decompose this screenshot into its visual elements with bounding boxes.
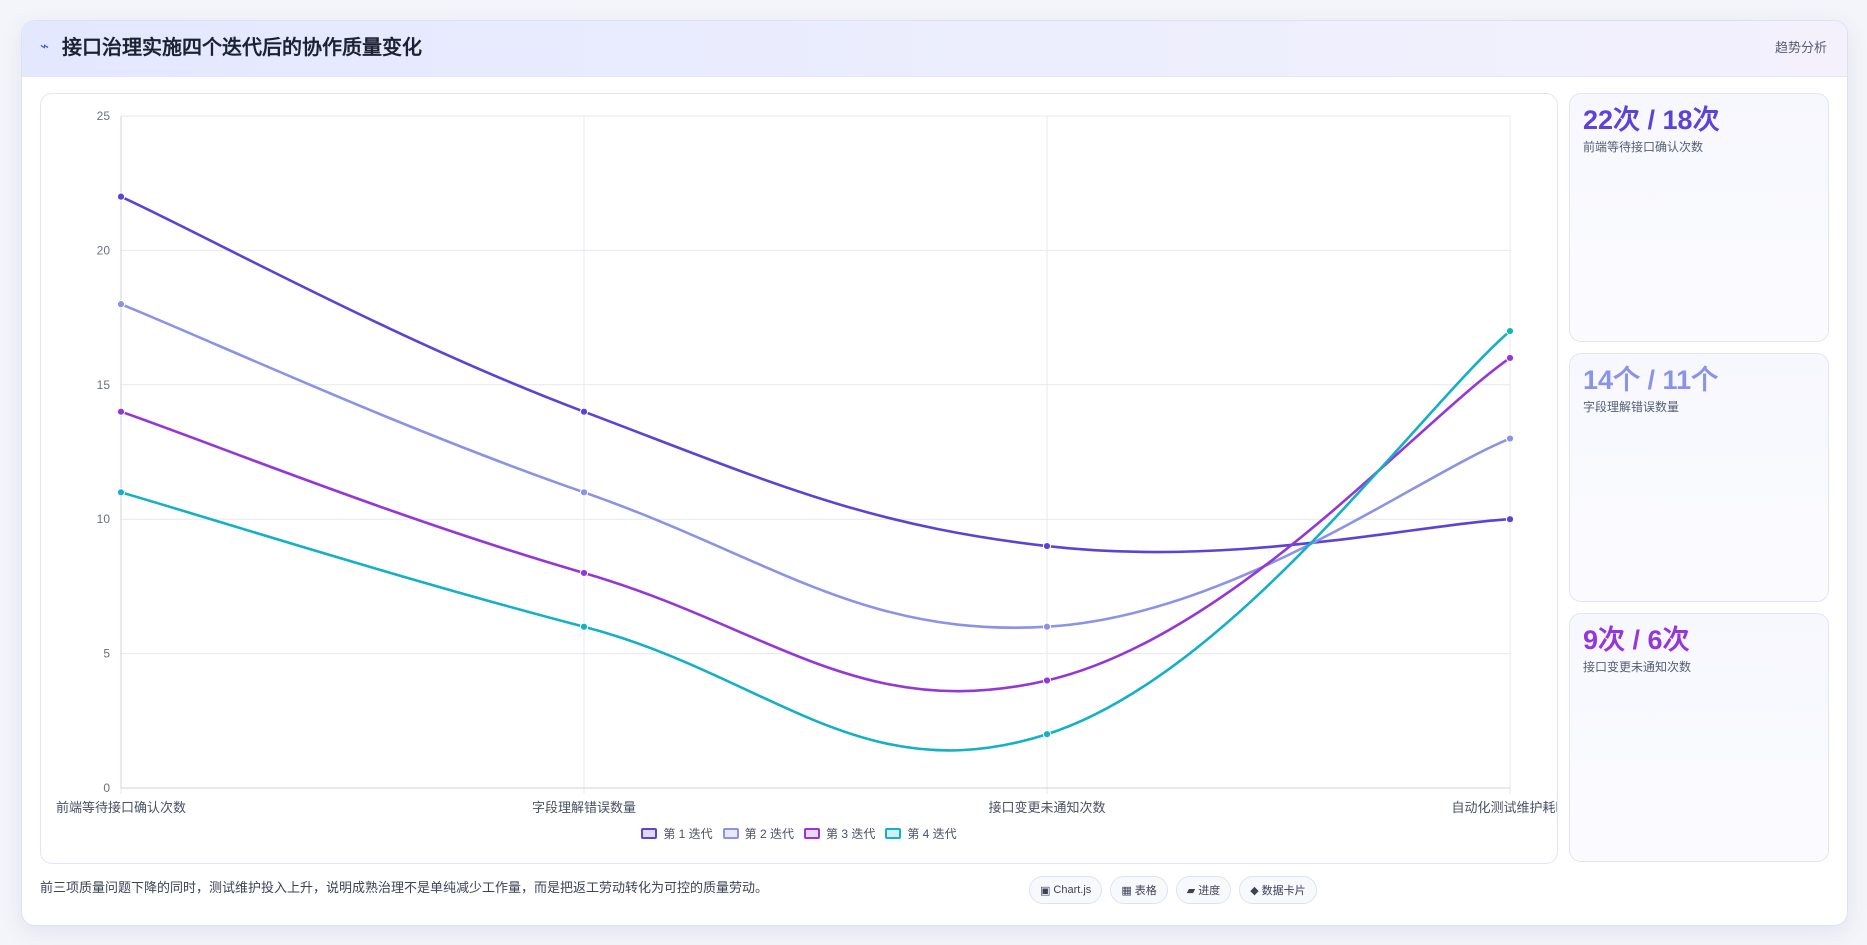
x-tick-label: 前端等待接口确认次数: [56, 800, 186, 815]
y-tick-label: 5: [103, 647, 110, 661]
analysis-type-tag: 趋势分析: [1774, 40, 1827, 55]
legend-item-1[interactable]: 第 1 迭代: [641, 824, 713, 842]
main-card: ⌁ 接口治理实施四个迭代后的协作质量变化 趋势分析 0 5 10 15 20 25 前端等待…: [21, 20, 1848, 926]
stat-card-3: 9次 / 6次 接口变更未通知次数: [1569, 613, 1829, 862]
legend-label: 第 4 迭代: [907, 826, 957, 841]
data-point-series-2: [1042, 622, 1052, 631]
chip-progress[interactable]: ▰ 进度: [1175, 876, 1232, 904]
legend-swatch: [804, 827, 820, 839]
y-tick-label: 0: [103, 781, 110, 795]
data-point-series-1: [116, 192, 126, 201]
page-title: 接口治理实施四个迭代后的协作质量变化: [62, 37, 422, 59]
chart-footnote: 前三项质量问题下降的同时，测试维护投入上升，说明成熟治理不是单纯减少工作量，而是…: [40, 880, 769, 895]
stat-label: 接口变更未通知次数: [1583, 660, 1692, 674]
legend-label: 第 2 迭代: [744, 826, 794, 841]
x-tick-label: 字段理解错误数量: [532, 800, 636, 815]
diamond-icon: ◆: [1250, 884, 1259, 897]
stat-label: 前端等待接口确认次数: [1583, 140, 1704, 154]
progress-icon: ▰: [1186, 884, 1196, 897]
data-point-series-4: [1505, 326, 1515, 336]
legend-item-2[interactable]: 第 2 迭代: [722, 824, 794, 842]
x-tick-label: 自动化测试维护耗时: [1451, 800, 1557, 815]
stat-value: 9次 / 6次: [1583, 625, 1690, 655]
data-point-series-2: [1505, 434, 1515, 443]
card-header: ⌁ 接口治理实施四个迭代后的协作质量变化 趋势分析: [22, 21, 1847, 77]
table-icon: ▦: [1121, 884, 1132, 897]
line-chart: 0 5 10 15 20 25 前端等待接口确认次数 字段理解错误数量 接口变更未通知次数 自动化…: [56, 109, 1557, 815]
chip-label: 进度: [1198, 885, 1221, 897]
data-point-series-4: [1042, 730, 1052, 739]
view-chip-group: ▣ Chart.js ▦ 表格 ▰ 进度 ◆ 数据卡片: [1029, 876, 1317, 904]
legend-swatch: [641, 827, 658, 839]
chart-icon: ▣: [1040, 884, 1051, 897]
legend-swatch: [885, 827, 902, 839]
legend-swatch: [722, 827, 739, 839]
series-line-3: [120, 356, 1511, 693]
data-point-series-1: [1505, 515, 1515, 524]
legend-item-3[interactable]: 第 3 迭代: [804, 824, 875, 842]
chart-legend: 第 1 迭代 第 2 迭代 第 3 迭代 第 4 迭代: [41, 824, 1557, 842]
chip-label: 数据卡片: [1261, 885, 1306, 897]
y-tick-label: 20: [97, 243, 111, 257]
stat-value: 22次 / 18次: [1583, 105, 1720, 135]
chip-chartjs[interactable]: ▣ Chart.js: [1029, 876, 1103, 904]
series-line-4: [120, 330, 1511, 752]
data-point-series-3: [579, 568, 589, 578]
data-point-series-1: [1042, 541, 1052, 551]
y-tick-label: 15: [97, 378, 111, 392]
series-line-2: [120, 302, 1511, 629]
chip-label: 表格: [1134, 885, 1157, 897]
chart-panel: 0 5 10 15 20 25 前端等待接口确认次数 字段理解错误数量 接口变更未通知次数 自动化…: [40, 93, 1558, 864]
data-point-series-4: [579, 622, 589, 631]
data-point-series-4: [116, 488, 126, 497]
data-point-series-3: [116, 407, 126, 416]
trend-icon: ⌁: [40, 38, 50, 55]
data-point-series-2: [579, 488, 589, 497]
legend-item-4[interactable]: 第 4 迭代: [885, 824, 957, 842]
stat-value: 14个 / 11个: [1583, 365, 1719, 395]
data-point-series-1: [579, 407, 589, 416]
data-point-series-3: [1505, 353, 1515, 363]
stat-card-1: 22次 / 18次 前端等待接口确认次数: [1569, 93, 1829, 342]
legend-label: 第 3 迭代: [826, 826, 876, 841]
chip-table[interactable]: ▦ 表格: [1110, 876, 1168, 904]
data-point-series-3: [1042, 676, 1052, 685]
y-tick-label: 10: [97, 512, 111, 526]
chip-label: Chart.js: [1053, 884, 1092, 896]
series-line-1: [120, 195, 1511, 554]
y-tick-label: 25: [97, 109, 111, 123]
stat-card-2: 14个 / 11个 字段理解错误数量: [1569, 353, 1829, 602]
x-tick-label: 接口变更未通知次数: [988, 800, 1105, 815]
chip-data-card[interactable]: ◆ 数据卡片: [1239, 876, 1317, 904]
data-point-series-2: [116, 300, 126, 309]
stat-label: 字段理解错误数量: [1583, 400, 1680, 414]
legend-label: 第 1 迭代: [663, 826, 713, 841]
